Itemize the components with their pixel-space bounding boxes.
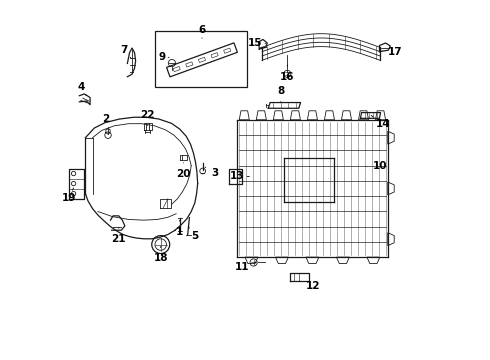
- Text: 16: 16: [280, 65, 294, 82]
- Text: 10: 10: [367, 161, 387, 171]
- Polygon shape: [186, 62, 193, 67]
- Polygon shape: [198, 57, 205, 63]
- Text: 12: 12: [299, 281, 320, 291]
- Polygon shape: [173, 67, 180, 72]
- Text: 17: 17: [382, 46, 402, 57]
- Polygon shape: [223, 48, 231, 53]
- Text: 19: 19: [61, 188, 76, 203]
- Text: 3: 3: [205, 167, 218, 178]
- Text: 9: 9: [158, 52, 169, 62]
- Text: 8: 8: [277, 86, 285, 102]
- Text: 2: 2: [102, 114, 109, 130]
- Text: 4: 4: [77, 82, 87, 96]
- Text: 18: 18: [153, 246, 168, 263]
- Text: 7: 7: [120, 45, 131, 58]
- Circle shape: [105, 132, 111, 138]
- Text: 15: 15: [248, 38, 266, 48]
- Text: 5: 5: [188, 226, 198, 241]
- Text: 21: 21: [112, 227, 126, 244]
- Polygon shape: [211, 53, 218, 58]
- Text: 20: 20: [176, 163, 191, 179]
- Text: 11: 11: [235, 262, 255, 272]
- Text: 13: 13: [230, 171, 249, 181]
- Text: 1: 1: [176, 220, 183, 237]
- Text: 22: 22: [140, 110, 155, 126]
- Text: 6: 6: [198, 25, 206, 39]
- Text: 14: 14: [371, 116, 391, 129]
